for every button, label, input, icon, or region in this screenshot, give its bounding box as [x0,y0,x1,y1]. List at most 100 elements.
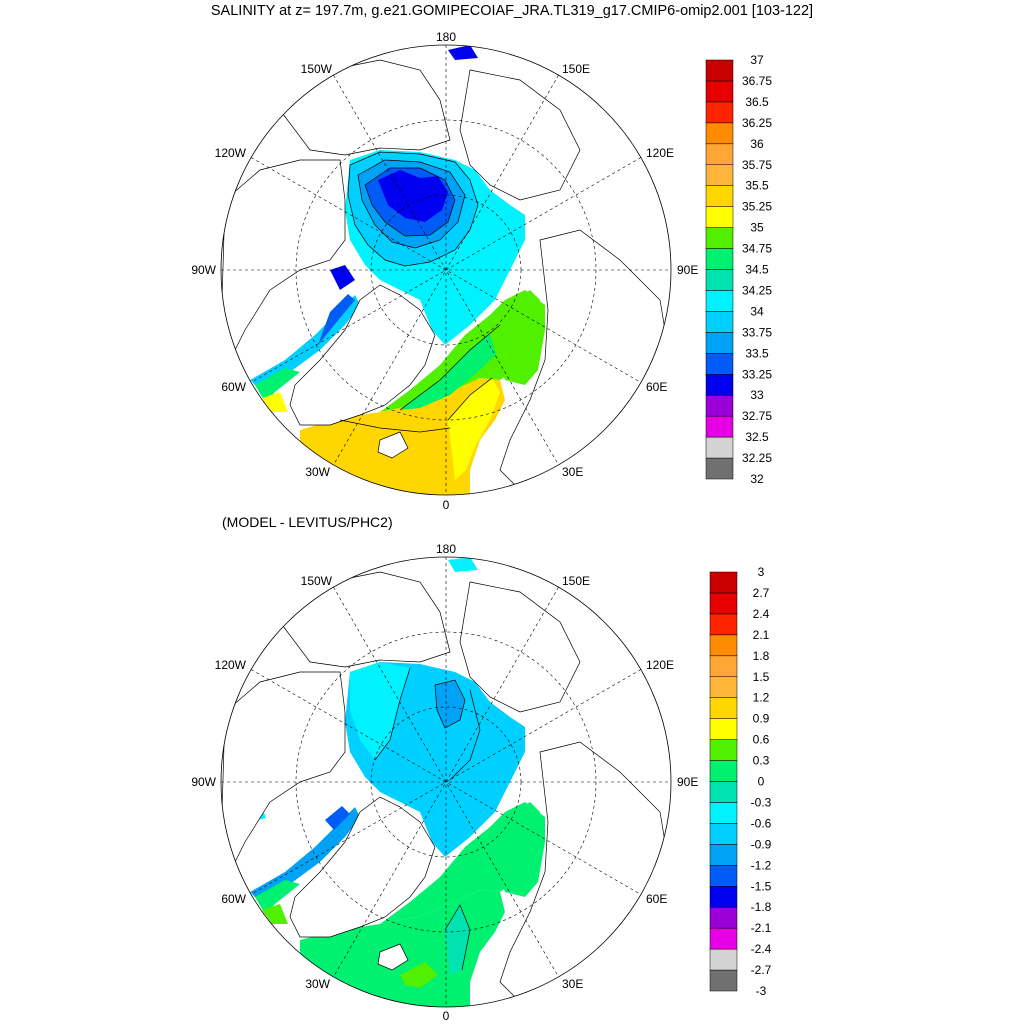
difference-colorbar-swatch [709,969,738,992]
salinity-colorbar-label: 35.5 [745,179,769,193]
salinity-colorbar-swatch [705,227,734,249]
salinity-colorbar-label: 32 [750,472,764,486]
salinity-colorbar-swatch [705,436,734,459]
difference-colorbar-swatch [709,655,738,677]
lon-label-120w-bottom: 120W [215,658,247,672]
lon-label-30e: 30E [562,465,583,479]
salinity-colorbar-label: 36.75 [742,74,772,88]
difference-panel-subtitle: (MODEL - LEVITUS/PHC2) [222,514,393,530]
difference-colorbar-swatch [709,927,738,950]
salinity-colorbar: 37 36.75 36.5 36.25 36 35.75 35.5 35.25 35 34.75 3… [705,53,772,486]
salinity-colorbar-swatch [705,164,734,186]
salinity-colorbar-label: 34.5 [745,263,769,277]
salinity-colorbar-label: 33.75 [742,325,772,339]
salinity-map: 180 0 90W 90E 150W 150E 120W 120E 60W 60… [191,30,698,512]
difference-colorbar-swatch [709,760,738,782]
difference-colorbar-label: -3 [756,984,767,998]
figure-title: SALINITY at z= 197.7m, g.e21.GOMIPECOIAF… [210,3,814,19]
salinity-colorbar-swatch [705,101,734,124]
lon-label-30e-bottom: 30E [562,977,583,991]
difference-colorbar-swatch [709,571,738,594]
lon-label-60w-bottom: 60W [221,892,246,906]
salinity-colorbar-swatch [705,80,734,103]
salinity-colorbar-label: 36 [750,137,764,151]
salinity-colorbar-label: 32.75 [742,409,772,423]
difference-colorbar-swatch [709,906,738,929]
salinity-colorbar-swatch [705,374,734,396]
lon-label-120w: 120W [215,146,247,160]
salinity-colorbar-label: 32.5 [745,430,769,444]
difference-colorbar-label: -1.2 [751,858,772,872]
difference-colorbar-swatch [709,781,738,803]
difference-colorbar-swatch [709,844,738,866]
salinity-colorbar-label: 34.25 [742,283,772,297]
difference-colorbar-swatch [709,802,738,824]
salinity-colorbar-swatch [705,353,734,375]
difference-colorbar-swatch [709,948,738,971]
salinity-difference-map: 180 0 90W 90E 150W 150E 120W 120E 60W 60… [191,542,698,1023]
salinity-colorbar-label: 32.25 [742,451,772,465]
difference-colorbar-swatch [709,592,738,615]
lon-label-150e-bottom: 150E [562,574,590,588]
difference-colorbar-swatch [709,886,738,908]
lon-label-90e: 90E [677,263,698,277]
salinity-colorbar-swatch [705,311,734,333]
salinity-colorbar-swatch [705,59,734,82]
salinity-colorbar-swatch [705,269,734,291]
difference-colorbar-label: 0.9 [753,712,770,726]
salinity-colorbar-swatch [705,457,734,480]
difference-colorbar-label: -0.6 [751,816,772,830]
difference-colorbar-label: 0.3 [753,754,770,768]
salinity-colorbar-label: 33.25 [742,367,772,381]
difference-colorbar-label: -2.7 [751,963,772,977]
difference-colorbar-swatch [709,634,738,657]
difference-colorbar-label: 0 [758,775,765,789]
lon-label-60e-bottom: 60E [646,892,667,906]
difference-colorbar-label: 3 [758,565,765,579]
lon-label-90w-bottom: 90W [191,775,216,789]
difference-colorbar-swatch [709,697,738,719]
salinity-colorbar-swatch [705,332,734,354]
difference-colorbar-swatch [709,739,738,761]
difference-colorbar-swatch [709,676,738,698]
difference-colorbar-swatch [709,823,738,845]
difference-colorbar-label: -0.3 [751,795,772,809]
lon-label-180-bottom: 180 [436,542,456,556]
difference-colorbar-swatch [709,718,738,740]
map-boundary [220,44,672,496]
salinity-colorbar-swatch [705,122,734,145]
difference-colorbar-label: -2.1 [751,921,772,935]
graticule [221,45,671,495]
difference-colorbar-swatch [709,613,738,636]
difference-colorbar-label: 2.1 [753,628,770,642]
lon-label-0: 0 [443,498,450,512]
salinity-colorbar-swatch [705,394,734,417]
difference-colorbar-label: -2.4 [751,942,772,956]
difference-colorbar-label: 1.2 [753,691,770,705]
lon-label-150w-bottom: 150W [301,574,333,588]
lon-label-120e-bottom: 120E [646,658,674,672]
salinity-colorbar-label: 34 [750,304,764,318]
salinity-colorbar-label: 35.25 [742,200,772,214]
difference-colorbar-label: 1.5 [753,670,770,684]
lon-label-90e-bottom: 90E [677,775,698,789]
lon-label-30w-bottom: 30W [305,977,330,991]
graticule-difference [221,557,671,1007]
difference-colorbar-label: 2.4 [753,607,770,621]
salinity-colorbar-label: 36.25 [742,116,772,130]
difference-colorbar-label: 0.6 [753,733,770,747]
salinity-colorbar-swatch [705,415,734,438]
difference-colorbar-label: 1.8 [753,649,770,663]
map-boundary-difference [220,556,672,1008]
lon-label-0-bottom: 0 [443,1009,450,1023]
lon-label-60e: 60E [646,380,667,394]
difference-colorbar-label: 2.7 [753,586,770,600]
salinity-colorbar-label: 37 [750,53,764,67]
difference-colorbar-swatch [709,865,738,887]
salinity-colorbar-swatch [705,290,734,312]
salinity-colorbar-label: 33 [750,388,764,402]
salinity-colorbar-label: 35.75 [742,158,772,172]
salinity-colorbar-label: 34.75 [742,242,772,256]
difference-colorbar-label: -0.9 [751,837,772,851]
